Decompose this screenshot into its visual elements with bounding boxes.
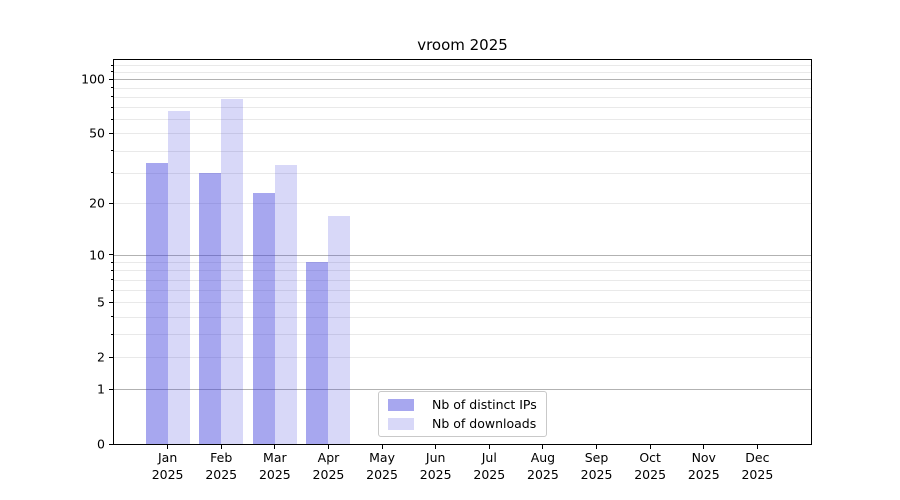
y-minortick-7	[111, 279, 114, 281]
y-minortick-30	[111, 172, 114, 174]
y-tick-0	[109, 443, 114, 445]
x-tick-oct	[649, 444, 651, 449]
bar-distinct-ips-feb	[199, 172, 222, 444]
x-tick-mar	[274, 444, 276, 449]
y-minortick-6	[111, 289, 114, 291]
y-tick-50	[109, 132, 114, 134]
gridline-minor-110	[114, 71, 811, 73]
gridline-major-100	[114, 79, 811, 81]
x-tick-apr	[327, 444, 329, 449]
x-tick-label-apr: Apr 2025	[312, 450, 345, 482]
gridline-minor-80	[114, 96, 811, 98]
gridline-minor-4	[114, 316, 811, 318]
y-minortick-8	[111, 269, 114, 271]
x-tick-label-dec: Dec 2025	[741, 450, 774, 482]
y-tick-1	[109, 388, 114, 390]
legend-item-distinct-ips: Nb of distinct IPs	[388, 397, 537, 412]
legend-item-downloads: Nb of downloads	[388, 416, 537, 431]
y-tick-10	[109, 254, 114, 256]
gridline-minor-7	[114, 279, 811, 281]
y-tick-20	[109, 202, 114, 204]
y-tick-label-2: 2	[97, 349, 105, 365]
gridline-major-1	[114, 389, 811, 391]
bar-distinct-ips-mar	[252, 192, 275, 444]
gridline-minor-40	[114, 150, 811, 152]
gridline-minor-120	[114, 65, 811, 67]
gridline-minor-3	[114, 334, 811, 336]
bar-downloads-feb	[221, 98, 244, 444]
x-tick-nov	[703, 444, 705, 449]
y-minortick-110	[111, 71, 114, 73]
legend-label-downloads: Nb of downloads	[432, 416, 537, 431]
y-minortick-60	[111, 118, 114, 120]
legend-swatch-downloads	[388, 417, 414, 430]
legend-swatch-distinct-ips	[388, 398, 414, 411]
gridline-minor-50	[114, 133, 811, 135]
gridline-minor-9	[114, 262, 811, 264]
gridline-minor-20	[114, 203, 811, 205]
gridline-minor-60	[114, 119, 811, 121]
x-tick-feb	[220, 444, 222, 449]
y-tick-5	[109, 301, 114, 303]
y-minortick-9	[111, 261, 114, 263]
y-minortick-80	[111, 96, 114, 98]
y-tick-label-100: 100	[81, 71, 105, 87]
x-tick-label-feb: Feb 2025	[205, 450, 238, 482]
gridline-minor-30	[114, 172, 811, 174]
gridline-minor-2	[114, 357, 811, 359]
y-tick-label-1: 1	[97, 381, 105, 397]
y-minortick-4	[111, 316, 114, 318]
x-tick-sep	[596, 444, 598, 449]
bar-downloads-apr	[328, 215, 351, 444]
x-tick-label-aug: Aug 2025	[527, 450, 559, 482]
y-tick-label-0: 0	[97, 436, 105, 452]
gridline-minor-5	[114, 302, 811, 304]
gridline-minor-90	[114, 87, 811, 89]
y-tick-100	[109, 78, 114, 80]
y-tick-label-5: 5	[97, 294, 105, 310]
plot-area: 0 1 2 5 10 20 50 100 Jan 2025 Feb 2025 Mar 2025 Apr 202…	[81, 59, 812, 482]
x-tick-jul	[488, 444, 490, 449]
x-tick-jun	[435, 444, 437, 449]
x-tick-label-sep: Sep 2025	[580, 450, 613, 482]
bar-downloads-jan	[167, 110, 190, 444]
gridline-major-10	[114, 254, 811, 256]
x-tick-jan	[167, 444, 169, 449]
x-tick-label-jun: Jun 2025	[419, 450, 452, 482]
gridline-minor-70	[114, 107, 811, 109]
x-tick-dec	[756, 444, 758, 449]
y-tick-label-50: 50	[89, 125, 105, 141]
bar-distinct-ips-jan	[145, 163, 168, 444]
gridline-minor-8	[114, 270, 811, 272]
y-minortick-3	[111, 333, 114, 335]
x-tick-aug	[542, 444, 544, 449]
y-minortick-70	[111, 106, 114, 108]
legend: Nb of distinct IPs Nb of downloads	[378, 391, 547, 437]
x-tick-label-nov: Nov 2025	[687, 450, 720, 482]
x-tick-label-jan: Jan 2025	[151, 450, 184, 482]
x-tick-may	[381, 444, 383, 449]
bar-downloads-mar	[274, 165, 297, 444]
legend-label-distinct-ips: Nb of distinct IPs	[432, 397, 537, 412]
y-tick-2	[109, 356, 114, 358]
x-tick-label-jul: Jul 2025	[473, 450, 506, 482]
gridline-minor-6	[114, 290, 811, 292]
x-tick-label-mar: Mar 2025	[258, 450, 291, 482]
x-tick-label-may: May 2025	[366, 450, 398, 482]
y-minortick-40	[111, 150, 114, 152]
y-minortick-90	[111, 87, 114, 89]
x-tick-label-oct: Oct 2025	[634, 450, 667, 482]
chart-title: vroom 2025	[417, 36, 508, 54]
bar-distinct-ips-apr	[306, 262, 329, 444]
y-minortick-120	[111, 64, 114, 66]
y-tick-label-20: 20	[89, 195, 105, 211]
y-tick-label-10: 10	[89, 247, 105, 263]
